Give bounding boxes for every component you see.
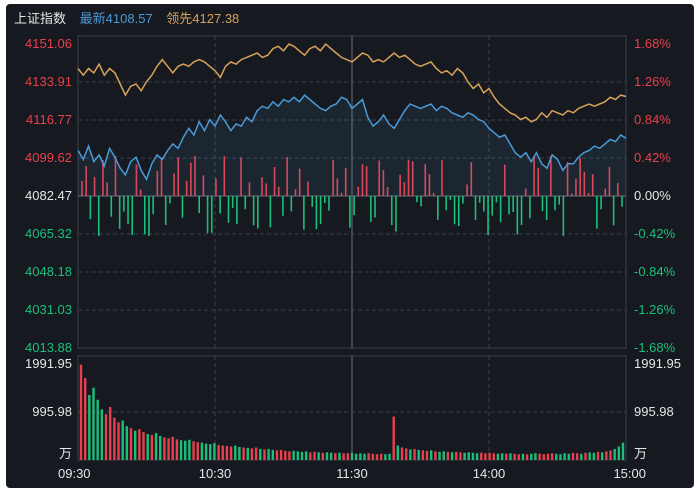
latest-value: 4108.57 bbox=[105, 11, 153, 26]
y-left-tick-label: 4048.18 bbox=[25, 264, 72, 279]
volume-tick-label: 995.98 bbox=[634, 404, 674, 419]
x-tick-label: 10:30 bbox=[199, 466, 232, 481]
y-right-tick-label: 0.42% bbox=[634, 150, 671, 165]
y-right-tick-label: 0.00% bbox=[634, 188, 671, 203]
index-line bbox=[77, 94, 627, 182]
y-right-tick-label: -0.84% bbox=[634, 264, 676, 279]
x-tick-label: 11:30 bbox=[336, 466, 368, 481]
index-line-area bbox=[78, 95, 626, 196]
leading-value: 4127.38 bbox=[192, 11, 240, 26]
intraday-chart[interactable]: 4151.06 1.68% 4133.91 1.26% 4116.77 0.84% 4099… bbox=[6, 4, 694, 488]
y-left-tick-label: 4082.47 bbox=[25, 188, 72, 203]
chart-panel: 上证指数 最新4108.57 领先4127.38 4151.06 1.68% 413… bbox=[6, 4, 694, 488]
y-left-tick-label: 4031.03 bbox=[25, 302, 72, 317]
y-right-tick-label: -1.26% bbox=[634, 302, 676, 317]
y-left-tick-label: 4099.62 bbox=[25, 150, 72, 165]
y-left-tick-label: 4065.32 bbox=[25, 226, 72, 241]
volume-unit-label: 万 bbox=[59, 446, 72, 461]
latest-label: 最新 bbox=[79, 11, 106, 26]
y-left-tick-label: 4013.88 bbox=[25, 340, 72, 355]
y-left-tick-label: 4133.91 bbox=[25, 74, 72, 89]
volume-tick-label: 995.98 bbox=[32, 404, 72, 419]
volume-tick-label: 1991.95 bbox=[634, 356, 681, 371]
leading-line bbox=[77, 43, 627, 123]
y-right-tick-label: 1.68% bbox=[634, 36, 671, 51]
y-left-tick-label: 4116.77 bbox=[26, 112, 72, 127]
volume-unit-label: 万 bbox=[634, 446, 647, 461]
chart-header: 上证指数 最新4108.57 领先4127.38 bbox=[14, 9, 249, 29]
y-right-tick-label: -0.42% bbox=[634, 226, 676, 241]
y-right-tick-label: 0.84% bbox=[634, 112, 671, 127]
y-right-tick-label: -1.68% bbox=[634, 340, 676, 355]
x-tick-label: 09:30 bbox=[58, 466, 91, 481]
x-tick-label: 14:00 bbox=[473, 466, 506, 481]
index-name: 上证指数 bbox=[14, 11, 67, 26]
leading-readout: 领先4127.38 bbox=[166, 11, 239, 26]
leading-label: 领先 bbox=[166, 11, 193, 26]
volume-tick-label: 1991.95 bbox=[25, 356, 72, 371]
y-left-tick-label: 4151.06 bbox=[25, 36, 72, 51]
latest-readout: 最新4108.57 bbox=[80, 11, 153, 26]
x-tick-label: 15:00 bbox=[613, 466, 646, 481]
y-right-tick-label: 1.26% bbox=[634, 74, 671, 89]
